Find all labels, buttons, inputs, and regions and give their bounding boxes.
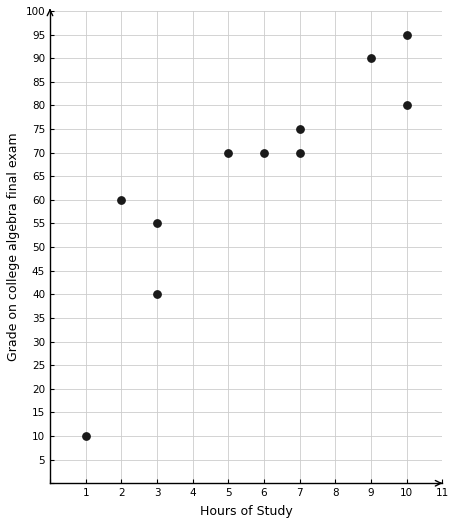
Point <box>402 30 410 39</box>
Point <box>117 196 125 204</box>
Point <box>295 125 303 133</box>
Point <box>82 432 89 440</box>
Point <box>295 149 303 157</box>
Point <box>153 219 160 228</box>
Point <box>402 101 410 110</box>
Point <box>260 149 267 157</box>
Point <box>153 290 160 299</box>
Y-axis label: Grade on college algebra final exam: Grade on college algebra final exam <box>7 133 20 361</box>
X-axis label: Hours of Study: Hours of Study <box>199 505 292 518</box>
Point <box>224 149 232 157</box>
Point <box>367 54 374 62</box>
